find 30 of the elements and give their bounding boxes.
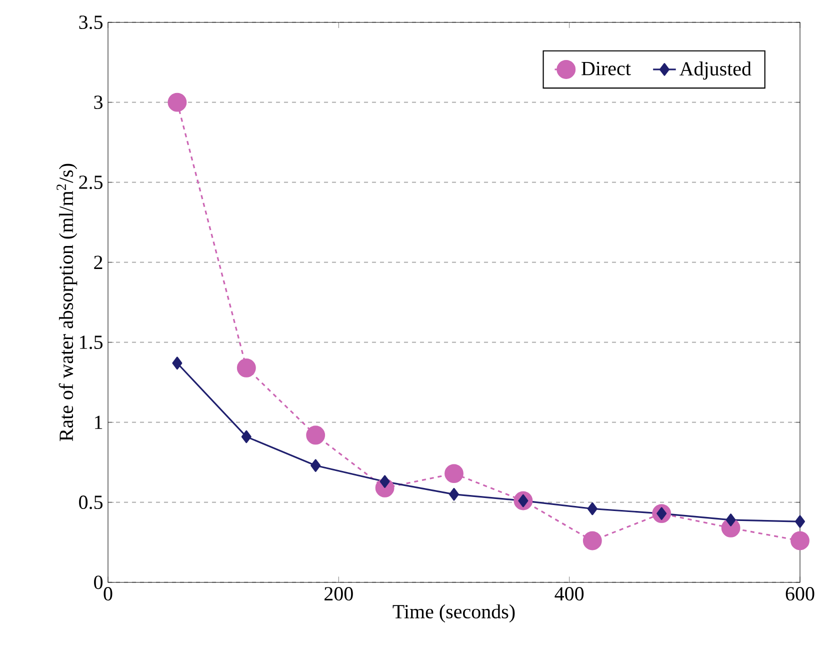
point bbox=[448, 488, 459, 501]
x-axis-title: Time (seconds) bbox=[392, 604, 515, 623]
point bbox=[310, 459, 321, 472]
point bbox=[790, 531, 810, 550]
point bbox=[726, 514, 736, 526]
point bbox=[794, 515, 805, 528]
x-tick-label: 0 bbox=[104, 587, 112, 601]
point bbox=[587, 502, 598, 516]
point bbox=[236, 358, 256, 378]
x-tick-label: 600 bbox=[786, 587, 814, 601]
y-tick-label: 2.5 bbox=[79, 176, 103, 190]
x-tick-label: 400 bbox=[554, 587, 584, 601]
y-tick-label: 0 bbox=[94, 576, 103, 590]
point bbox=[306, 426, 326, 445]
y-tick-label: 1.5 bbox=[80, 336, 103, 350]
legend-label: Direct bbox=[582, 62, 631, 76]
y-tick-label: 2 bbox=[94, 256, 102, 269]
y-tick-label: 0.5 bbox=[79, 496, 103, 510]
y-axis-title: Rate of water absorption (ml/m$^{2}$/s) bbox=[56, 164, 78, 442]
point bbox=[172, 356, 182, 370]
legend-label: Adjusted bbox=[679, 62, 752, 80]
y-tick-label: 3 bbox=[94, 96, 103, 110]
y-tick-label: 3.5 bbox=[79, 16, 103, 30]
point bbox=[241, 430, 252, 444]
point bbox=[582, 531, 602, 550]
y-tick-label: 1 bbox=[95, 416, 102, 429]
point bbox=[168, 92, 187, 112]
point bbox=[380, 475, 390, 488]
point bbox=[444, 464, 464, 483]
x-tick-label: 200 bbox=[324, 587, 353, 601]
